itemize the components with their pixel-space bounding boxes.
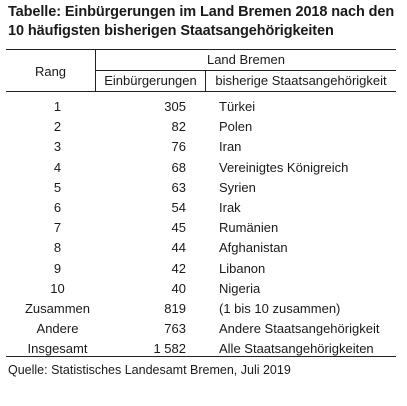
row-rank: 7	[53, 220, 62, 235]
row-nationality: Vereinigtes Königreich	[219, 160, 349, 175]
header-divider-left	[95, 49, 96, 91]
row-nationality: Polen	[219, 119, 253, 134]
table-title: Tabelle: Einbürgerungen im Land Bremen 2…	[8, 4, 395, 39]
header-nationality: bisherige Staatsangehörigkeit	[215, 73, 387, 88]
footer-rule	[6, 356, 396, 357]
row-nationality: Syrien	[219, 180, 256, 195]
row-rank: 10	[50, 281, 65, 296]
row-nationality: Alle Staatsangehörigkeiten	[219, 341, 374, 356]
row-nationality: Rumänien	[219, 220, 279, 235]
header-bottom-rule	[6, 91, 396, 92]
row-nationality: (1 bis 10 zusammen)	[219, 301, 341, 316]
row-count: 763	[164, 321, 186, 336]
row-count: 42	[171, 261, 186, 276]
row-rank: 8	[53, 240, 62, 255]
row-nationality: Türkei	[219, 99, 256, 114]
row-nationality: Afghanistan	[219, 240, 288, 255]
row-rank: 1	[53, 99, 62, 114]
row-rank: 2	[53, 119, 62, 134]
row-count: 40	[171, 281, 186, 296]
row-nationality: Iran	[219, 139, 242, 154]
row-count: 82	[171, 119, 186, 134]
row-count: 45	[171, 220, 186, 235]
row-rank: Andere	[36, 321, 79, 336]
header-group: Land Bremen	[206, 52, 286, 67]
row-count: 819	[164, 301, 186, 316]
header-rank: Rang	[34, 64, 67, 79]
row-count: 1 582	[153, 341, 186, 356]
header-count: Einbürgerungen	[104, 73, 197, 88]
row-nationality: Nigeria	[219, 281, 261, 296]
row-rank: Zusammen	[24, 301, 91, 316]
row-rank: 4	[53, 160, 62, 175]
row-rank: 9	[53, 261, 62, 276]
row-rank: 5	[53, 180, 62, 195]
header-divider-mid	[205, 71, 206, 91]
row-nationality: Libanon	[219, 261, 266, 276]
row-count: 54	[171, 200, 186, 215]
row-rank: 6	[53, 200, 62, 215]
row-nationality: Andere Staatsangehörigkeit	[219, 321, 380, 336]
row-count: 76	[171, 139, 186, 154]
row-nationality: Irak	[219, 200, 241, 215]
group-rule	[95, 70, 396, 71]
row-rank: 3	[53, 139, 62, 154]
top-rule	[6, 49, 396, 50]
row-count: 305	[164, 99, 186, 114]
row-count: 68	[171, 160, 186, 175]
row-count: 63	[171, 180, 186, 195]
row-rank: Insgesamt	[27, 341, 88, 356]
source-note: Quelle: Statistisches Landesamt Bremen, …	[8, 363, 291, 377]
row-count: 44	[171, 240, 186, 255]
